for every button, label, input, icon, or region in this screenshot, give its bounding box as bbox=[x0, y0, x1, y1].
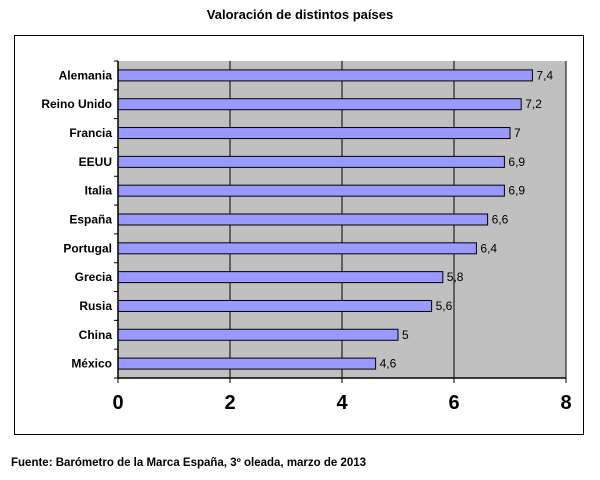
data-label: 6,9 bbox=[508, 155, 525, 169]
bar bbox=[117, 69, 533, 82]
category-label: Grecia bbox=[75, 270, 113, 284]
category-label: Alemania bbox=[59, 68, 113, 82]
source-note: Fuente: Barómetro de la Marca España, 3º… bbox=[11, 457, 367, 469]
bar bbox=[117, 299, 433, 312]
bar-chart: Alemania 7,4 Reino Unido 7,2 Francia 7 EEUU 6,9… bbox=[41, 60, 572, 414]
bar bbox=[117, 184, 505, 197]
data-label: 5,8 bbox=[447, 270, 464, 284]
category-label: China bbox=[79, 328, 113, 342]
bar bbox=[117, 155, 505, 168]
data-label: 7,2 bbox=[525, 97, 542, 111]
category-label: Rusia bbox=[79, 299, 112, 313]
x-tick-label: 6 bbox=[448, 392, 459, 414]
data-label: 7 bbox=[514, 126, 521, 140]
data-label: 7,4 bbox=[536, 68, 553, 82]
data-label: 6,6 bbox=[492, 213, 509, 227]
category-label: Portugal bbox=[63, 241, 112, 255]
x-tick-label: 0 bbox=[112, 392, 123, 414]
data-label: 6,9 bbox=[508, 184, 525, 198]
category-label: Reino Unido bbox=[41, 97, 112, 111]
data-label: 6,4 bbox=[480, 241, 497, 255]
category-label: Francia bbox=[69, 126, 112, 140]
x-tick-label: 2 bbox=[224, 392, 235, 414]
chart-frame: Alemania 7,4 Reino Unido 7,2 Francia 7 EEUU 6,9… bbox=[14, 35, 584, 435]
x-tick-label: 4 bbox=[336, 392, 348, 414]
bar bbox=[117, 242, 477, 255]
data-label: 5 bbox=[402, 328, 409, 342]
category-label: EEUU bbox=[79, 155, 112, 169]
bar bbox=[117, 357, 377, 370]
category-label: Italia bbox=[85, 184, 113, 198]
bar bbox=[117, 98, 522, 111]
category-label: España bbox=[69, 213, 112, 227]
chart-title: Valoración de distintos países bbox=[206, 7, 394, 22]
data-label: 5,6 bbox=[436, 299, 453, 313]
x-tick-label: 8 bbox=[560, 392, 571, 414]
category-label: México bbox=[71, 357, 112, 371]
bar bbox=[117, 271, 444, 284]
bar bbox=[117, 213, 489, 226]
bar bbox=[117, 328, 399, 341]
data-label: 4,6 bbox=[380, 357, 397, 371]
bar bbox=[117, 127, 511, 140]
